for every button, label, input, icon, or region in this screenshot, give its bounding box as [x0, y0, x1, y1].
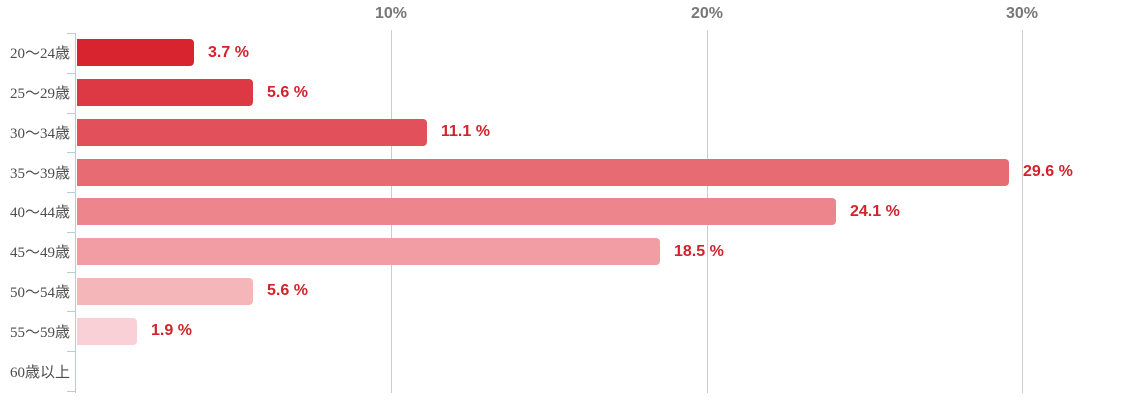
value-label: 11.1 % — [441, 123, 490, 141]
y-axis-tick — [67, 271, 76, 273]
y-axis-tick — [67, 311, 76, 313]
y-axis-tick — [67, 192, 76, 194]
y-axis-tick — [67, 152, 76, 154]
value-label: 29.6 % — [1023, 163, 1073, 181]
category-label: 25〜29歳 — [9, 86, 70, 103]
y-axis-tick — [67, 72, 76, 74]
value-label: 1.9 % — [151, 322, 192, 340]
category-label: 50〜54歳 — [9, 284, 70, 301]
bar — [77, 277, 253, 305]
chart-row: 20〜24歳 3.7 % — [0, 33, 1124, 73]
bar — [77, 198, 836, 226]
category-label: 60歳以上 — [9, 364, 70, 381]
chart-row: 55〜59歳 1.9 % — [0, 311, 1124, 351]
bar — [77, 39, 194, 67]
value-label: 5.6 % — [267, 282, 308, 300]
chart-rows: 20〜24歳 3.7 % 25〜29歳 5.6 % 30〜34歳 11.1 % 35〜39歳… — [0, 33, 1124, 391]
x-axis-tick-label-30: 30% — [1005, 5, 1039, 22]
chart-row: 50〜54歳 5.6 % — [0, 272, 1124, 312]
y-axis-tick — [67, 351, 76, 353]
category-label: 35〜39歳 — [9, 165, 70, 182]
y-axis-tick — [67, 231, 76, 233]
value-label: 5.6 % — [267, 83, 308, 101]
bar — [77, 238, 660, 266]
category-label: 40〜44歳 — [9, 205, 70, 222]
x-axis-tick-label-10: 10% — [374, 5, 408, 22]
chart-row: 45〜49歳 18.5 % — [0, 232, 1124, 272]
y-axis-tick — [67, 112, 76, 114]
y-axis-line — [75, 33, 76, 393]
chart-row: 60歳以上 — [0, 351, 1124, 391]
x-axis-tick-label-20: 20% — [690, 5, 724, 22]
value-label: 3.7 % — [208, 43, 249, 61]
chart-row: 30〜34歳 11.1 % — [0, 113, 1124, 153]
y-axis-tick — [67, 33, 76, 34]
chart-row: 35〜39歳 29.6 % — [0, 152, 1124, 192]
bar — [77, 317, 137, 345]
y-axis-tick — [67, 391, 76, 392]
value-label: 18.5 % — [674, 242, 724, 260]
chart-row: 40〜44歳 24.1 % — [0, 192, 1124, 232]
category-label: 45〜49歳 — [9, 245, 70, 262]
bar — [77, 79, 253, 107]
category-label: 30〜34歳 — [9, 125, 70, 142]
bar — [77, 118, 427, 146]
bar — [77, 158, 1009, 186]
category-label: 55〜59歳 — [9, 324, 70, 341]
value-label: 24.1 % — [850, 202, 900, 220]
gridline-30pct — [1022, 30, 1023, 393]
chart-row: 25〜29歳 5.6 % — [0, 73, 1124, 113]
category-label: 20〜24歳 — [9, 46, 70, 63]
